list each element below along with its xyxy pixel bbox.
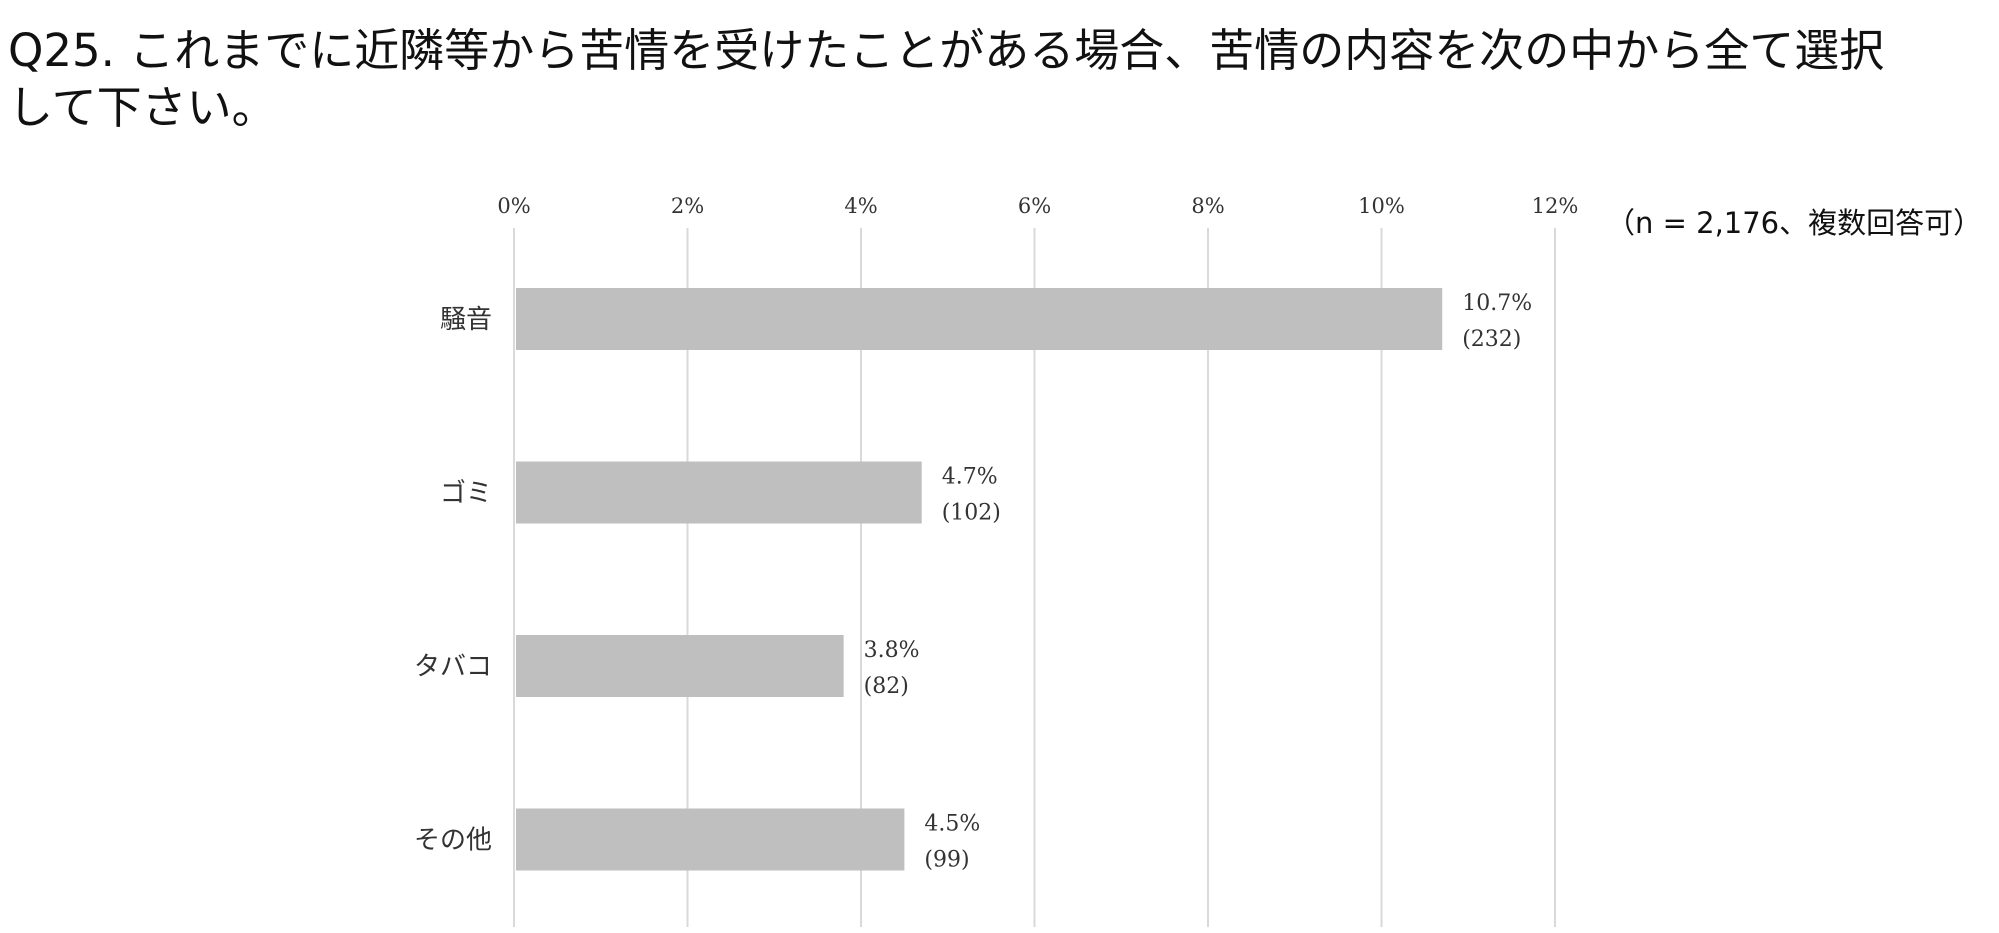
- count-label: (82): [864, 674, 909, 699]
- x-tick-label: 0%: [497, 194, 530, 218]
- category-label: その他: [414, 826, 492, 856]
- count-label: (102): [942, 501, 1001, 526]
- title-line-2: して下さい。: [8, 81, 277, 134]
- category-label: タバコ: [414, 652, 492, 682]
- x-tick-label: 12%: [1532, 194, 1579, 218]
- x-tick-label: 10%: [1358, 194, 1405, 218]
- page-title: Q25. これまでに近隣等から苦情を受けたことがある場合、苦情の内容を次の中から…: [8, 22, 1993, 136]
- bars: [516, 288, 1443, 871]
- x-tick-label: 8%: [1191, 194, 1224, 218]
- x-tick-label: 2%: [671, 194, 704, 218]
- bar: [516, 288, 1443, 350]
- value-label: 4.7%: [942, 465, 998, 490]
- title-line-1: Q25. これまでに近隣等から苦情を受けたことがある場合、苦情の内容を次の中から…: [8, 24, 1885, 77]
- bar: [516, 461, 922, 524]
- data-labels: 10.7% (232) 4.7% (102) 3.8% (82) 4.5% (99): [864, 291, 1532, 873]
- value-label: 3.8%: [864, 638, 920, 663]
- bar: [516, 635, 844, 697]
- x-tick-label: 4%: [844, 194, 877, 218]
- value-label: 4.5%: [924, 812, 980, 837]
- count-label: (232): [1462, 327, 1521, 352]
- x-axis-ticks: 0% 2% 4% 6% 8% 10% 12%: [497, 194, 1578, 218]
- value-label: 10.7%: [1462, 291, 1532, 316]
- category-label: ゴミ: [440, 479, 492, 509]
- bar: [516, 808, 905, 871]
- x-tick-label: 6%: [1018, 194, 1051, 218]
- category-label: 騒音: [440, 305, 492, 335]
- count-label: (99): [924, 848, 969, 873]
- sample-size-note: （n = 2,176、複数回答可）: [1606, 206, 1983, 240]
